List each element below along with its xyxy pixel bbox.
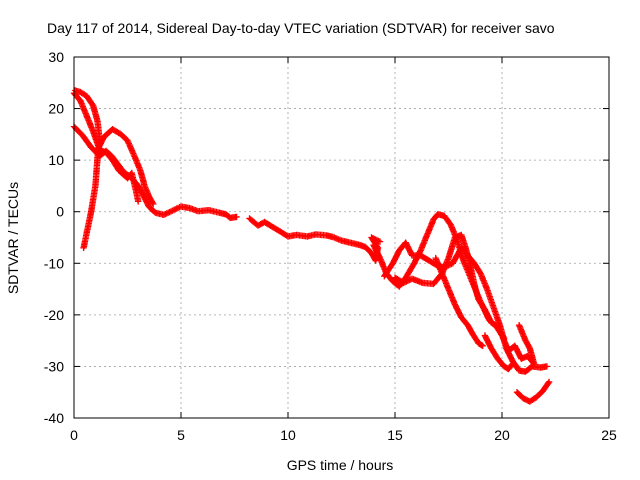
y-tick-label: 20 (48, 101, 64, 117)
data-point (142, 185, 149, 193)
data-point (400, 279, 407, 287)
data-point (170, 206, 178, 214)
data-point (233, 213, 240, 221)
data-point (166, 208, 173, 216)
data-point (173, 205, 180, 212)
x-tick-label: 20 (494, 427, 510, 443)
data-point (129, 148, 136, 156)
data-point (80, 244, 87, 251)
data-point (150, 200, 157, 208)
data-point (508, 361, 515, 369)
data-point (135, 198, 142, 205)
data-point (479, 342, 486, 349)
plot-frame (73, 56, 610, 419)
data-point (375, 237, 382, 245)
data-point (376, 238, 384, 245)
tick-labels: 0 5 10 15 20 25 -40 -30 -20 -10 0 10 20 30 (44, 49, 617, 443)
data-point (172, 206, 179, 213)
x-tick-label: 25 (601, 427, 617, 443)
y-tick-label: -10 (44, 255, 64, 271)
data-point (149, 199, 156, 206)
data-point (126, 141, 133, 149)
x-tick-label: 0 (70, 427, 78, 443)
x-axis-label: GPS time / hours (287, 457, 394, 473)
data-point (124, 138, 132, 146)
y-tick-label: -40 (44, 410, 64, 426)
data-point (368, 234, 375, 241)
data-point (515, 322, 523, 329)
x-tick-label: 15 (387, 427, 403, 443)
data-point (371, 235, 378, 243)
y-tick-label: -30 (44, 358, 64, 374)
series-trace-j (481, 332, 516, 373)
series-trace-d (94, 126, 157, 208)
data-point (406, 276, 413, 284)
y-tick-label: 30 (48, 49, 64, 65)
y-tick-label: 0 (56, 204, 64, 220)
x-tick-label: 10 (280, 427, 296, 443)
series-trace-k (513, 378, 553, 405)
data-point (545, 379, 552, 387)
plot-series (70, 87, 553, 405)
x-tick-label: 5 (177, 427, 185, 443)
series-trace-h (391, 231, 538, 368)
data-point (167, 208, 175, 215)
data-point (369, 235, 377, 242)
data-point (160, 211, 168, 218)
data-point (403, 278, 410, 285)
y-tick-label: 10 (48, 152, 64, 168)
data-point (543, 363, 551, 370)
grid (74, 57, 609, 418)
chart-title: Day 117 of 2014, Sidereal Day-to-day VTE… (47, 20, 555, 36)
data-point (127, 144, 134, 151)
series-trace-i (432, 254, 486, 349)
data-point (401, 279, 409, 286)
data-point (545, 378, 553, 386)
y-tick-label: -20 (44, 307, 64, 323)
data-point (509, 360, 516, 368)
y-axis-label: SDTVAR / TECUs (5, 182, 21, 294)
data-point (162, 210, 169, 218)
